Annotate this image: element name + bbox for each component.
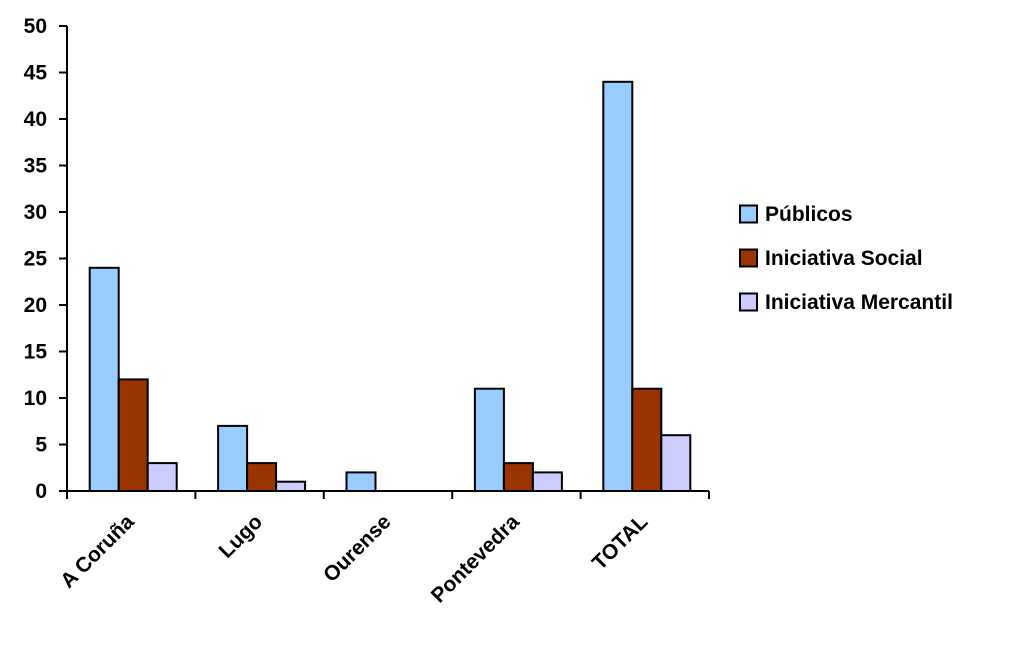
legend-label: Iniciativa Mercantil <box>765 291 953 314</box>
y-tick-label: 0 <box>35 480 47 503</box>
bar <box>88 266 120 492</box>
legend-label: Iniciativa Social <box>765 247 923 270</box>
x-tick-label: TOTAL <box>588 510 653 575</box>
y-tick-label: 30 <box>24 201 47 224</box>
x-axis: A Coruña Lugo Ourense Pontevedra TOTAL <box>56 490 710 607</box>
y-tick-label: 40 <box>24 108 47 131</box>
bar <box>117 378 149 492</box>
y-tick-label: 25 <box>24 248 48 271</box>
bar <box>275 480 307 493</box>
bar <box>217 424 249 492</box>
bar <box>502 462 534 493</box>
bar <box>246 462 278 493</box>
x-tick-label: Pontevedra <box>427 510 524 607</box>
x-tick-label: A Coruña <box>56 510 139 593</box>
legend-swatch <box>739 292 758 312</box>
y-tick-label: 20 <box>24 294 47 317</box>
bar <box>146 462 178 493</box>
legend: Públicos Iniciativa Social Iniciativa Merc… <box>739 203 953 314</box>
legend-swatch <box>739 248 758 268</box>
bar <box>631 387 663 493</box>
y-tick-label: 10 <box>24 387 47 410</box>
y-tick-label: 50 <box>24 15 47 38</box>
bar <box>602 80 634 493</box>
bar <box>473 387 505 493</box>
bar <box>345 471 377 492</box>
legend-swatch <box>739 204 758 224</box>
x-tick-label: Lugo <box>215 510 268 563</box>
y-tick-label: 35 <box>24 155 48 178</box>
y-tick-label: 15 <box>24 341 48 364</box>
bar <box>660 434 692 493</box>
y-tick-label: 45 <box>24 62 48 85</box>
y-tick-label: 5 <box>35 434 47 457</box>
y-axis: 0 5 10 15 20 25 30 35 40 45 50 <box>24 15 68 503</box>
legend-label: Públicos <box>765 203 853 226</box>
x-tick-label: Ourense <box>319 510 396 587</box>
bar <box>531 471 563 492</box>
bars <box>88 80 692 493</box>
